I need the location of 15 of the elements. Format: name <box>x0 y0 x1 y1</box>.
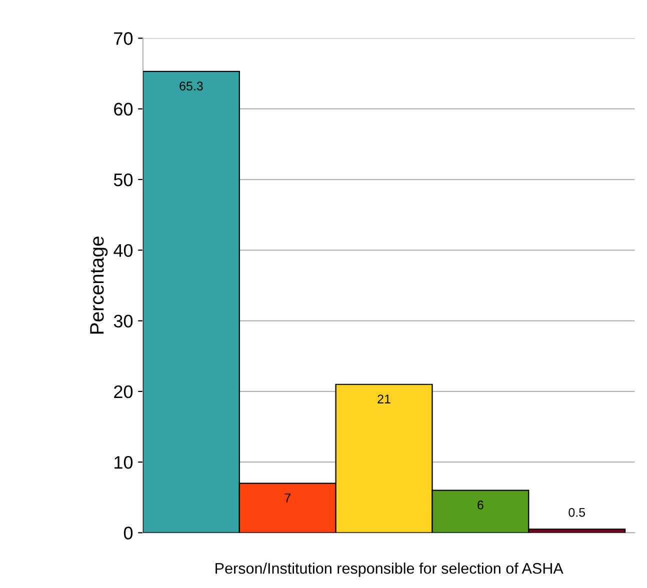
y-tick-label: 70 <box>114 32 133 45</box>
y-tick-label: 60 <box>114 102 133 116</box>
y-tick-label: 30 <box>114 314 133 328</box>
data-label: 0.5 <box>568 508 586 517</box>
y-tick-label: 50 <box>114 173 133 186</box>
y-tick-label: 10 <box>114 456 133 469</box>
data-label: 6 <box>478 500 484 510</box>
y-tick-label: 40 <box>114 244 133 257</box>
y-tick-label: 20 <box>114 385 133 398</box>
y-tick-label: 0 <box>124 526 133 540</box>
data-label: 21 <box>378 394 390 404</box>
x-axis-title: Person/Institution responsible for selection of ASHA <box>216 562 564 577</box>
y-axis-title: Percentage <box>90 236 108 334</box>
data-label: 65.3 <box>180 82 203 90</box>
data-label: 7 <box>284 494 290 502</box>
